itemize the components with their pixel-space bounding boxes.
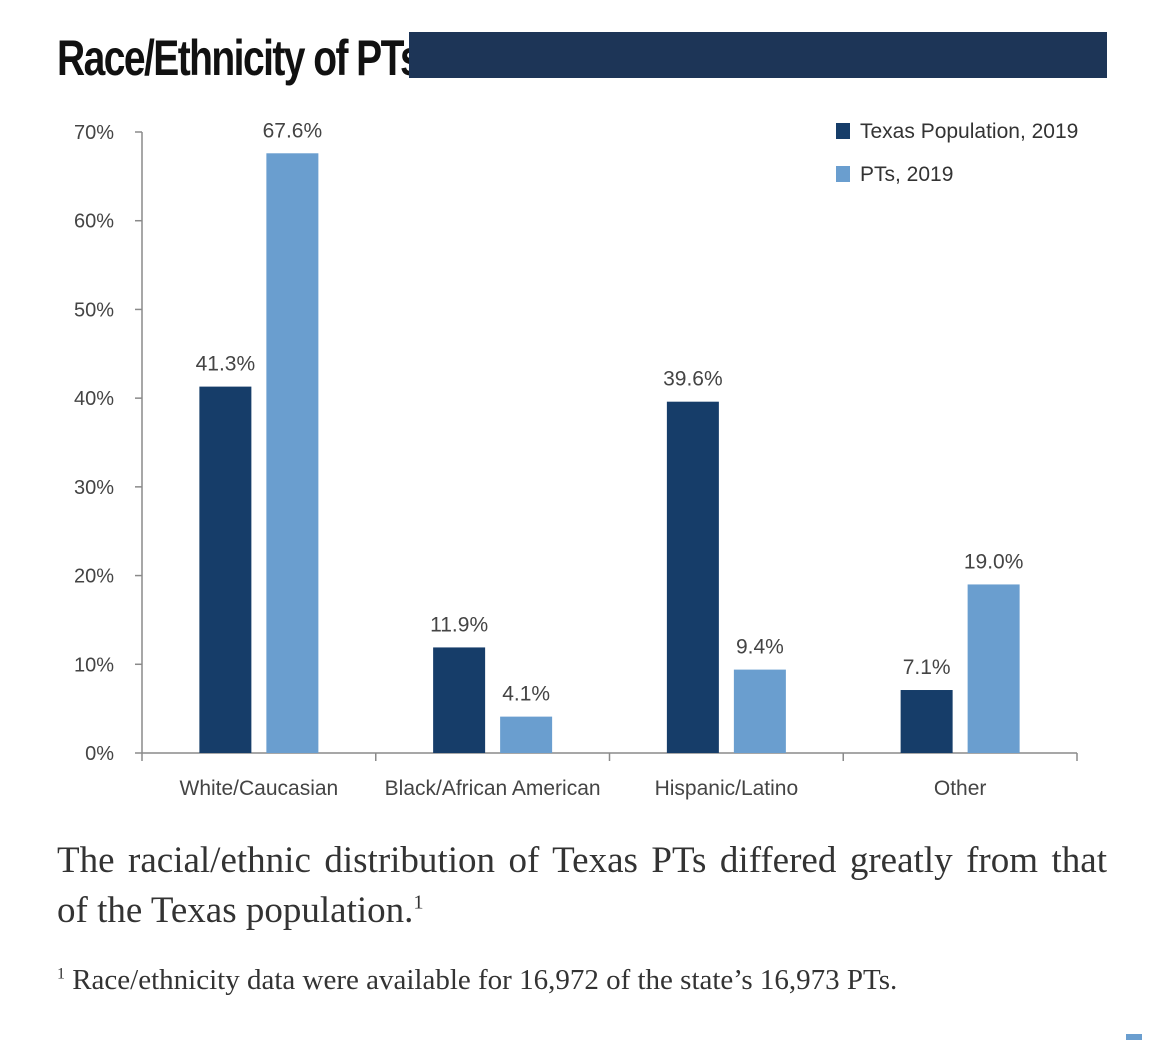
y-tick-label: 70%: [74, 122, 114, 144]
legend-swatch: [836, 166, 850, 182]
title-bar: [409, 32, 1107, 78]
bar: [500, 716, 553, 753]
bar-chart: 0% 10% 20% 30% 40% 50% 60% 70% White/Caucasian 41…: [74, 119, 1078, 800]
footnote-text: Race/ethnicity data were available for 1…: [64, 964, 898, 996]
x-tick-label: Hispanic/Latino: [655, 777, 799, 800]
data-label: 7.1%: [903, 656, 951, 679]
x-tick-label: White/Caucasian: [180, 777, 339, 800]
data-label: 41.3%: [196, 353, 256, 376]
bar: [733, 669, 786, 753]
legend-label: PTs, 2019: [860, 163, 953, 186]
y-tick-label: 20%: [74, 566, 114, 588]
page-title: Race/Ethnicity of PTs: [57, 30, 422, 86]
data-label: 19.0%: [964, 550, 1024, 573]
y-tick-label: 30%: [74, 477, 114, 499]
data-label: 4.1%: [502, 683, 550, 706]
y-tick-label: 50%: [74, 299, 114, 321]
caption: The racial/ethnic distribution of Texas …: [57, 836, 1107, 936]
data-label: 67.6%: [263, 119, 323, 142]
footnote-marker: 1: [57, 965, 65, 983]
bar: [666, 401, 719, 753]
footnote: 1 Race/ethnicity data were available for…: [57, 960, 1117, 1000]
x-tick-label: Black/African American: [385, 777, 601, 800]
bar: [967, 584, 1020, 753]
bar: [433, 647, 486, 753]
data-label: 11.9%: [430, 613, 488, 636]
bar: [199, 386, 252, 753]
caption-text: The racial/ethnic distribution of Texas …: [57, 840, 1107, 931]
corner-mark: [1126, 1034, 1142, 1040]
bar: [900, 690, 953, 753]
header: Race/Ethnicity of PTs: [57, 26, 1109, 90]
data-label: 9.4%: [736, 636, 784, 659]
bar: [266, 153, 319, 753]
y-tick-label: 40%: [74, 388, 114, 410]
legend-label: Texas Population, 2019: [860, 120, 1078, 143]
x-tick-label: Other: [934, 777, 987, 800]
caption-footnote-marker: 1: [413, 891, 424, 914]
legend-swatch: [836, 123, 850, 139]
data-label: 39.6%: [663, 368, 723, 391]
y-tick-label: 10%: [74, 654, 114, 676]
y-tick-label: 0%: [85, 743, 114, 765]
y-tick-label: 60%: [74, 211, 114, 233]
